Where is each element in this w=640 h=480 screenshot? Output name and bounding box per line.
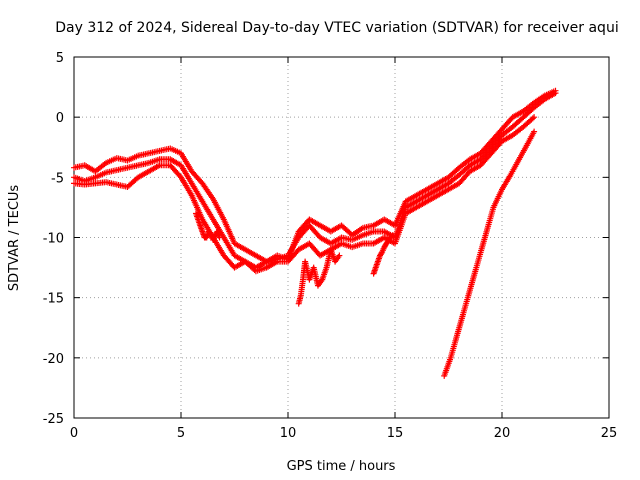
x-tick-label: 5 <box>177 426 185 441</box>
y-tick-label: -20 <box>43 352 64 367</box>
y-tick-label: -10 <box>43 232 64 247</box>
data-point <box>531 114 538 121</box>
data-point <box>336 252 343 259</box>
series-track-a <box>71 87 559 265</box>
x-axis-ticks: 0 5 10 15 20 25 <box>70 57 617 441</box>
y-tick-label: 5 <box>56 51 64 66</box>
data-point <box>552 90 559 97</box>
y-axis-ticks: 5 0 -5 -10 -15 -20 -25 <box>43 51 609 427</box>
x-tick-label: 10 <box>280 426 297 441</box>
x-tick-label: 0 <box>70 426 78 441</box>
data-point <box>216 234 223 241</box>
data-point <box>388 233 395 240</box>
y-axis-label: SDTVAR / TECUs <box>7 185 22 292</box>
series-track-b <box>71 90 559 271</box>
x-tick-label: 20 <box>494 426 511 441</box>
chart-title: Day 312 of 2024, Sidereal Day-to-day VTE… <box>55 20 618 36</box>
series-track-d <box>441 128 538 379</box>
data-point <box>531 128 538 135</box>
series-track-e <box>295 246 343 307</box>
x-axis-label: GPS time / hours <box>287 459 396 474</box>
data-point <box>529 115 536 122</box>
y-tick-label: -25 <box>43 412 64 427</box>
series-track-f <box>370 232 396 277</box>
data-points <box>71 87 559 379</box>
data-point <box>389 232 396 239</box>
x-tick-label: 15 <box>387 426 404 441</box>
x-tick-label: 25 <box>601 426 618 441</box>
y-tick-label: 0 <box>56 111 64 126</box>
series-track-g <box>192 210 223 243</box>
y-tick-label: -15 <box>43 292 64 307</box>
y-tick-label: -5 <box>51 171 64 186</box>
series-track-c <box>71 114 538 275</box>
